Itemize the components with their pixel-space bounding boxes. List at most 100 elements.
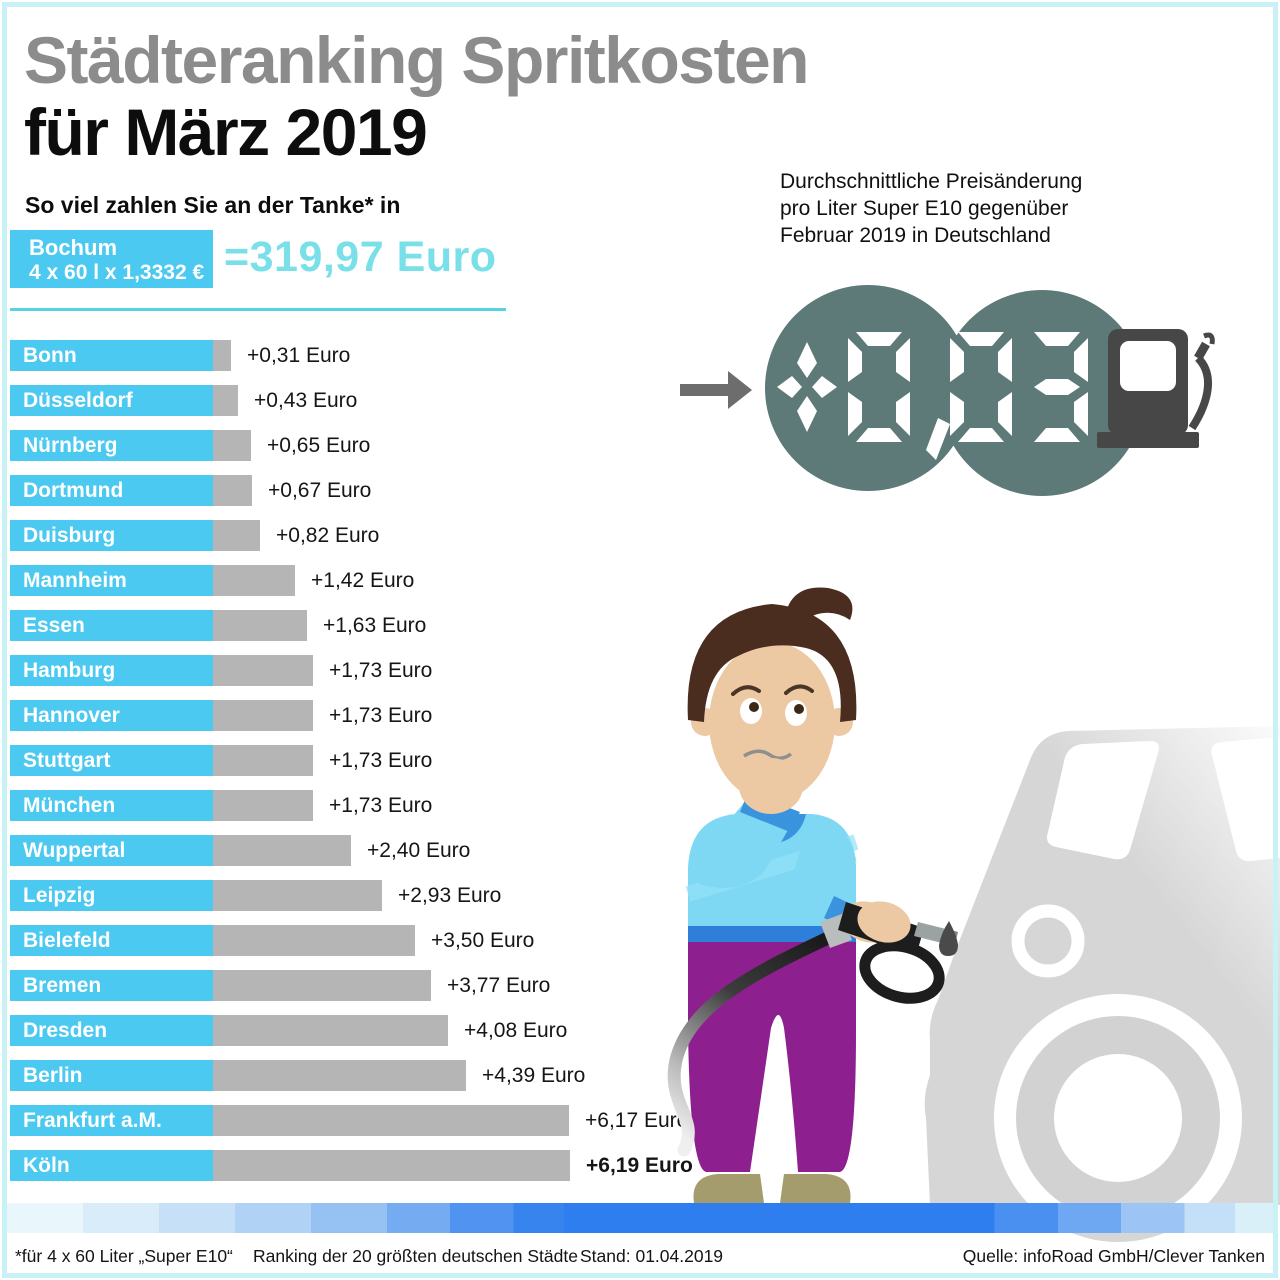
- bar-city-segment: Dresden: [10, 1015, 213, 1046]
- nozzle-spout-tip: [945, 929, 958, 944]
- fuel-nozzle-group: [667, 901, 958, 1157]
- bar-extension: Hamburg: [10, 655, 313, 686]
- bar-extension: Essen: [10, 610, 307, 641]
- man-ear-right: [825, 708, 853, 736]
- bar-city-segment: Düsseldorf: [10, 385, 213, 416]
- bar-row: Hannover +1,73 Euro: [10, 693, 693, 738]
- bar-value: +1,73 Euro: [329, 703, 433, 727]
- bar-value: +0,67 Euro: [268, 478, 372, 502]
- bar-row: Bonn +0,31 Euro: [10, 333, 693, 378]
- bar-city-label: Hamburg: [23, 658, 116, 682]
- bar-city-label: Essen: [23, 613, 85, 637]
- bar-row: Köln +6,19 Euro: [10, 1143, 693, 1188]
- bar-value: +0,31 Euro: [247, 343, 351, 367]
- man-hand-right: [857, 901, 911, 943]
- bar-city-label: Frankfurt a.M.: [23, 1108, 162, 1132]
- bar-value: +2,40 Euro: [367, 838, 471, 862]
- bar-city-segment: Köln: [10, 1150, 213, 1181]
- bar-extension: Stuttgart: [10, 745, 313, 776]
- bar-row: Dresden +4,08 Euro: [10, 1008, 693, 1053]
- bar-value: +4,39 Euro: [482, 1063, 586, 1087]
- man-mouth: [743, 749, 793, 760]
- bar-city-segment: Mannheim: [10, 565, 213, 596]
- bar-extension: Bremen: [10, 970, 431, 1001]
- avg-description-line2: pro Liter Super E10 gegenüber: [780, 197, 1069, 220]
- bar-row: Bremen +3,77 Euro: [10, 963, 693, 1008]
- bar-extension: Nürnberg: [10, 430, 251, 461]
- man-eye-right: [785, 700, 807, 726]
- man-pants: [688, 942, 856, 1172]
- avg-description-line3: Februar 2019 in Deutschland: [780, 224, 1051, 247]
- bar-city-segment: Wuppertal: [10, 835, 213, 866]
- man-eye-left: [740, 698, 762, 724]
- bar-extension: Mannheim: [10, 565, 295, 596]
- bar-row: Bielefeld +3,50 Euro: [10, 918, 693, 963]
- bar-value: +1,73 Euro: [329, 658, 433, 682]
- bar-city-segment: Bremen: [10, 970, 213, 1001]
- bar-chart: Bonn +0,31 Euro Düsseldorf +0,43 Euro Nürnbe…: [10, 333, 693, 1188]
- bar-city-label: Bremen: [23, 973, 102, 997]
- footer-date: Stand: 01.04.2019: [580, 1246, 724, 1266]
- man-eyebrow-left: [731, 685, 761, 696]
- man-sweater-stripe: [685, 834, 859, 902]
- bar-value: +0,82 Euro: [276, 523, 380, 547]
- bar-extension: München: [10, 790, 313, 821]
- bar-row: Dortmund +0,67 Euro: [10, 468, 693, 513]
- bar-city-label: Stuttgart: [23, 748, 111, 772]
- fuel-drop: [939, 921, 958, 956]
- bar-row: Nürnberg +0,65 Euro: [10, 423, 693, 468]
- car-wheel: [1016, 1016, 1220, 1220]
- bar-value: +1,42 Euro: [311, 568, 415, 592]
- bar-city-segment: Nürnberg: [10, 430, 213, 461]
- man-torso: [688, 814, 856, 928]
- bar-row: Hamburg +1,73 Euro: [10, 648, 693, 693]
- man-eyebrow-right: [784, 684, 814, 695]
- bar-city-label: Dresden: [23, 1018, 108, 1042]
- bar-city-label: Dortmund: [23, 478, 124, 502]
- bar-row: Duisburg +0,82 Euro: [10, 513, 693, 558]
- bar-value: +3,77 Euro: [447, 973, 551, 997]
- bar-value: +2,93 Euro: [398, 883, 502, 907]
- nozzle-handle-loop: [859, 940, 945, 1004]
- bar-city-segment: Bielefeld: [10, 925, 213, 956]
- subtitle: So viel zahlen Sie an der Tanke* in: [25, 192, 401, 218]
- lcd-value-digits: [777, 332, 1088, 460]
- fuel-pump-icon: [1097, 329, 1215, 448]
- bar-city-label: Köln: [23, 1153, 70, 1177]
- man-face: [709, 642, 835, 802]
- bar-city-segment: Essen: [10, 610, 213, 641]
- bar-value: +1,73 Euro: [329, 793, 433, 817]
- bar-value: +6,19 Euro: [586, 1153, 693, 1177]
- man-forearm-right: [841, 901, 895, 943]
- bar-city-label: Leipzig: [23, 883, 96, 907]
- man-left-sleeve: [698, 796, 796, 888]
- man-waistband: [688, 926, 856, 943]
- bar-row: München +1,73 Euro: [10, 783, 693, 828]
- bar-extension: Bonn: [10, 340, 231, 371]
- bar-city-label: Nürnberg: [23, 433, 118, 457]
- footer-ranking-info: Ranking der 20 größten deutschen Städte: [253, 1246, 578, 1266]
- gradient-bar: [7, 1203, 1273, 1233]
- bar-extension: Frankfurt a.M.: [10, 1105, 569, 1136]
- bar-city-segment: Hamburg: [10, 655, 213, 686]
- bar-extension: Düsseldorf: [10, 385, 238, 416]
- bar-row: Wuppertal +2,40 Euro: [10, 828, 693, 873]
- cartoon-man: [685, 587, 864, 1203]
- bar-city-segment: Duisburg: [10, 520, 213, 551]
- bar-row: Berlin +4,39 Euro: [10, 1053, 693, 1098]
- baseline-city-box: Bochum 4 x 60 l x 1,3332 €: [10, 230, 213, 288]
- baseline-city-name: Bochum: [29, 235, 117, 260]
- baseline-formula: 4 x 60 l x 1,3332 €: [29, 261, 205, 284]
- bar-city-label: München: [23, 793, 116, 817]
- man-right-cuff: [824, 896, 864, 932]
- car-window-rear: [1211, 737, 1280, 862]
- bar-city-segment: München: [10, 790, 213, 821]
- man-ear-left: [691, 708, 719, 736]
- bar-extension: Hannover: [10, 700, 313, 731]
- bar-row: Düsseldorf +0,43 Euro: [10, 378, 693, 423]
- man-pupil-left: [749, 702, 759, 712]
- bar-city-segment: Stuttgart: [10, 745, 213, 776]
- bar-row: Mannheim +1,42 Euro: [10, 558, 693, 603]
- bar-value: +3,50 Euro: [431, 928, 535, 952]
